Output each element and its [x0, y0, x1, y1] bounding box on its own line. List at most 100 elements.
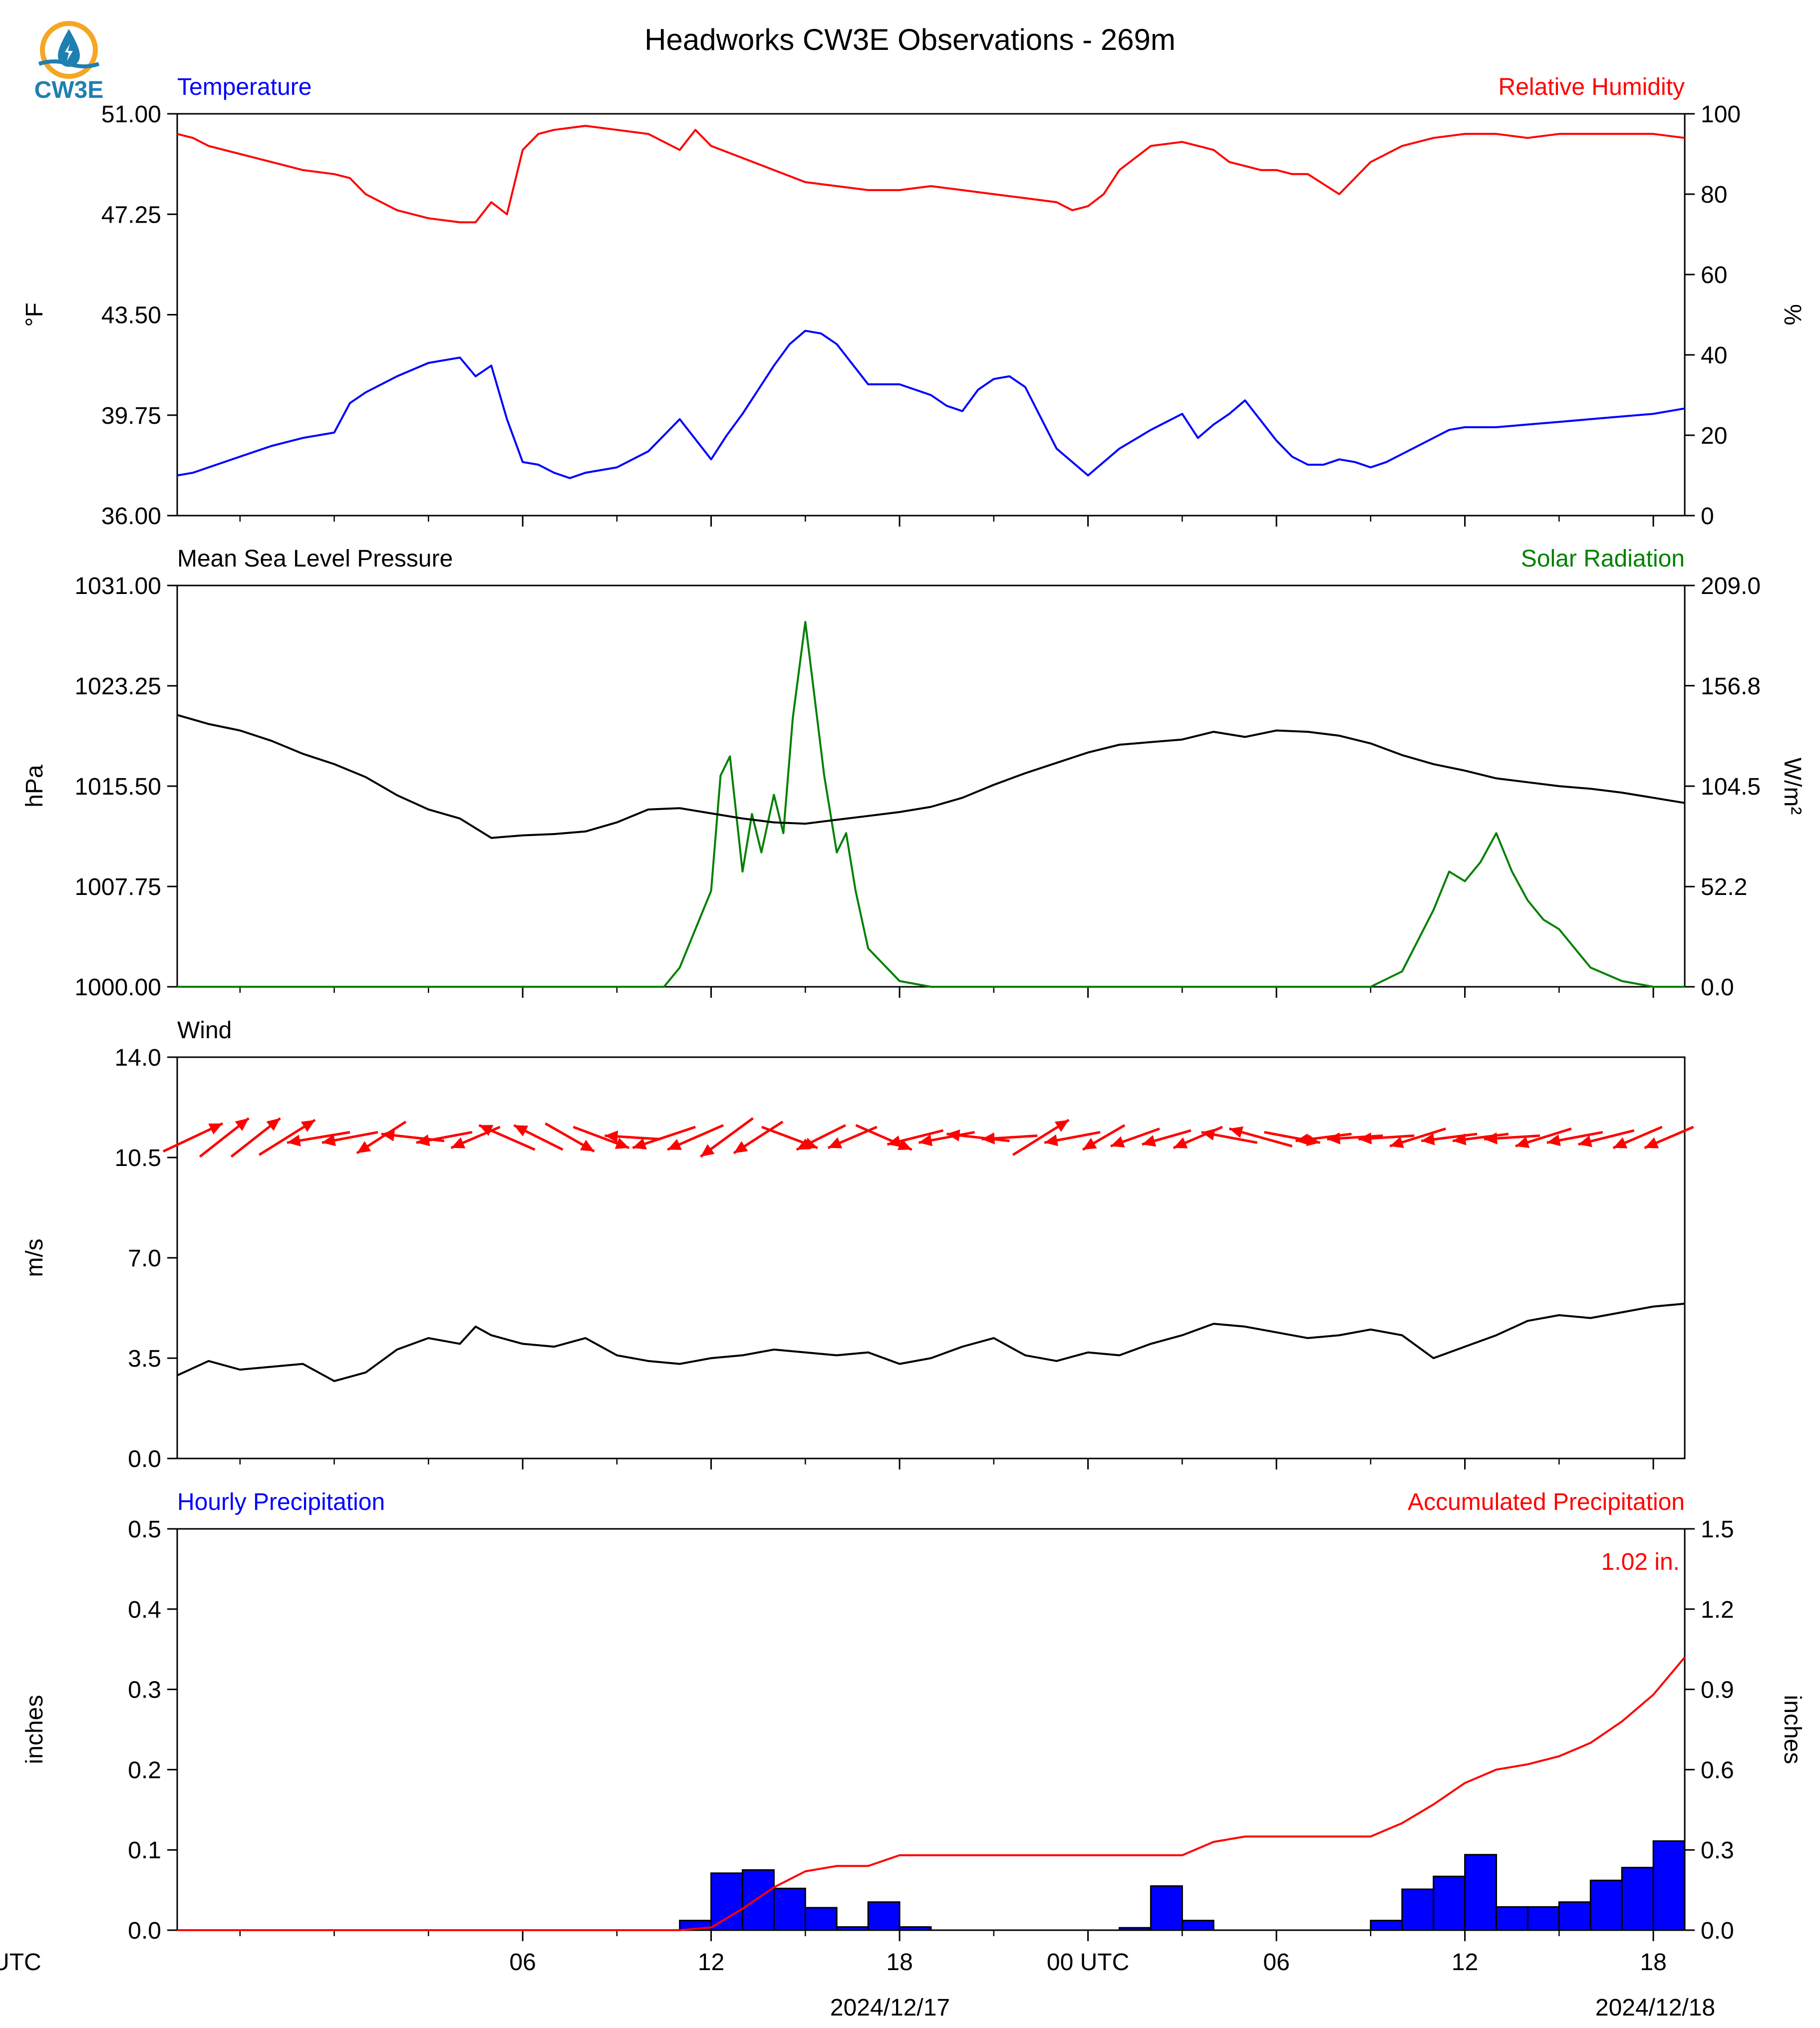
wind-arrow	[1082, 1124, 1126, 1151]
wind-arrow	[1546, 1131, 1603, 1147]
x-tick-label: 12	[1452, 1949, 1478, 1976]
y-right-tick-label: 0.6	[1701, 1757, 1734, 1783]
y-tick-label: 0.4	[128, 1597, 161, 1623]
wind-arrow	[356, 1121, 407, 1155]
wind-arrow-head	[1484, 1132, 1498, 1145]
wind-arrow-head	[1142, 1135, 1157, 1147]
y-tick-label: 1000.00	[74, 974, 161, 1001]
wind-arrow-head	[235, 1118, 249, 1131]
wind-arrow	[1012, 1119, 1070, 1156]
y-tick-label: 39.75	[101, 403, 161, 429]
wind-arrow-head	[381, 1129, 395, 1142]
wind-arrow-head	[1546, 1134, 1561, 1147]
wind-arrow	[1452, 1133, 1509, 1146]
wind-arrow-head	[796, 1138, 811, 1150]
wind-arrow-head	[208, 1123, 223, 1135]
wind-speed-line	[177, 1302, 1685, 1382]
wind-arrow-head	[667, 1139, 682, 1150]
hourly-precip-bar	[836, 1926, 869, 1931]
hourly-precip-bar	[1526, 1906, 1560, 1931]
temperature-title: Temperature	[177, 74, 311, 100]
wind-arrow-head	[1644, 1137, 1659, 1149]
wind-arrow	[1228, 1126, 1293, 1148]
wind-arrow-head	[1111, 1136, 1125, 1148]
wind-arrow	[1389, 1127, 1446, 1148]
wind-arrow	[478, 1124, 536, 1151]
wind-arrow	[1421, 1133, 1478, 1146]
wind-arrow	[1358, 1132, 1415, 1145]
wind-arrow	[1484, 1132, 1540, 1145]
wind-arrow	[416, 1131, 473, 1147]
y-right-tick-label: 0.3	[1701, 1837, 1734, 1864]
wind-arrow	[700, 1117, 754, 1158]
hourly-precip-title: Hourly Precipitation	[177, 1489, 385, 1515]
wind-arrow-head	[287, 1135, 301, 1147]
hourly-precip-bar	[804, 1907, 838, 1931]
humidity-title: Relative Humidity	[1499, 74, 1685, 100]
hourly-precip-bar	[867, 1901, 901, 1931]
wind-arrow	[1142, 1129, 1192, 1147]
y-tick-label: 1031.00	[74, 573, 161, 599]
y-tick-label: 1023.25	[74, 673, 161, 700]
wind-arrow	[1578, 1129, 1635, 1148]
wind-arrow	[855, 1124, 912, 1151]
wind-panel: 0.0 3.5 7.0 10.5 14.0 m/s Wind	[21, 1017, 1694, 1472]
x-tick-label: 18	[886, 1949, 912, 1976]
wind-arrow-head	[632, 1138, 647, 1150]
hourly-precip-bar	[1558, 1901, 1591, 1931]
y-right-tick-label: 0.0	[1701, 974, 1734, 1001]
x-tick-label: 06	[509, 1949, 536, 1976]
wind-arrow	[1644, 1126, 1694, 1150]
y-right-tick-label: 209.0	[1701, 573, 1761, 599]
wind-arrow-head	[1295, 1133, 1309, 1146]
y-right-tick-label: 0.9	[1701, 1677, 1734, 1704]
cw3e-logo: CW3E	[34, 21, 103, 103]
y-axis-label: hPa	[21, 765, 48, 808]
wind-arrow	[605, 1130, 661, 1143]
wind-arrow-head	[828, 1137, 843, 1149]
hourly-precip-bar	[1621, 1867, 1654, 1931]
y-right-axis-label: W/m²	[1779, 758, 1806, 815]
y-right-tick-label: 60	[1701, 262, 1727, 289]
humidity-line	[177, 125, 1685, 224]
y-tick-label: 0.0	[128, 1446, 161, 1472]
wind-arrow-head	[357, 1141, 371, 1154]
wind-arrow	[162, 1122, 224, 1153]
wind-arrow	[918, 1131, 975, 1147]
x-tick-label: 00 UTC	[0, 1949, 41, 1976]
wind-arrow-head	[451, 1137, 466, 1149]
wind-arrow-head	[1173, 1137, 1188, 1149]
y-right-tick-label: 100	[1701, 101, 1741, 128]
temperature-line	[177, 329, 1685, 479]
hourly-precip-bar	[773, 1887, 806, 1931]
y-tick-label: 0.0	[128, 1918, 161, 1944]
wind-arrow-head	[416, 1134, 430, 1147]
accum-total-label: 1.02 in.	[1601, 1549, 1680, 1575]
wind-arrow	[545, 1122, 595, 1153]
hourly-precip-bar	[899, 1926, 932, 1931]
hourly-precip-bar	[1433, 1875, 1466, 1931]
y-right-tick-label: 0.0	[1701, 1918, 1734, 1944]
wind-arrow-head	[1421, 1133, 1435, 1146]
wind-arrow-head	[605, 1130, 618, 1143]
y-axis-label: inches	[21, 1695, 48, 1764]
y-tick-label: 1015.50	[74, 774, 161, 800]
wind-arrow-head	[981, 1132, 995, 1145]
wind-arrow-head	[734, 1141, 748, 1154]
y-right-tick-label: 1.5	[1701, 1516, 1734, 1543]
wind-arrow	[1515, 1127, 1572, 1148]
wind-arrow	[946, 1129, 1010, 1143]
y-right-axis-label: %	[1779, 304, 1806, 325]
y-tick-label: 14.0	[115, 1045, 161, 1071]
y-axis-label: °F	[21, 302, 48, 327]
hourly-precip-bar	[1496, 1906, 1528, 1931]
solar-title: Solar Radiation	[1521, 546, 1685, 572]
x-tick-label: 12	[698, 1949, 724, 1976]
y-right-tick-label: 156.8	[1701, 673, 1761, 700]
wind-arrow-head	[1306, 1134, 1320, 1147]
pressure-solar-panel: 1000.00 1007.75 1015.50 1023.25 1031.00 hPa 0.…	[21, 546, 1806, 1001]
wind-arrow-head	[266, 1118, 281, 1131]
y-tick-label: 47.25	[101, 202, 161, 228]
wind-arrow-head	[580, 1140, 595, 1152]
